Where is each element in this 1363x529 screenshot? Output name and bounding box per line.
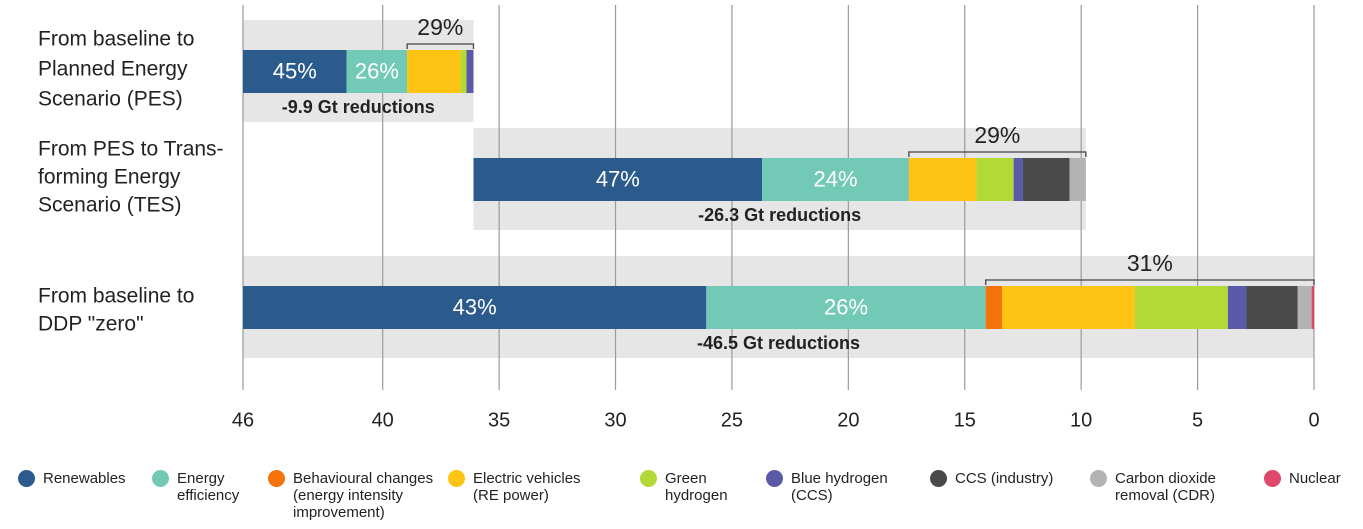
x-tick-label: 46: [232, 409, 254, 431]
legend-item: Nuclear: [1264, 470, 1341, 487]
bar-segment: [346, 50, 408, 93]
bar-segment: [1013, 158, 1023, 201]
legend-swatch: [766, 470, 783, 487]
legend-swatch: [930, 470, 947, 487]
row-label: Planned Energy: [38, 58, 188, 81]
share-label: 43%: [453, 294, 497, 319]
x-tick-label: 20: [837, 409, 859, 431]
bar-segment: [1246, 286, 1298, 329]
bracket-label: 31%: [1127, 250, 1173, 276]
legend-item: Electric vehicles (RE power): [448, 470, 608, 504]
share-label: 26%: [355, 58, 399, 83]
legend-swatch: [1090, 470, 1107, 487]
bar-segment: [1002, 286, 1135, 329]
row-label: From baseline to: [38, 285, 194, 308]
row-label: Scenario (TES): [38, 194, 182, 217]
bar-segment: [908, 158, 977, 201]
legend-swatch: [152, 470, 169, 487]
x-tick-label: 25: [721, 409, 743, 431]
legend-label: Renewables: [43, 470, 126, 487]
bar-segment: [466, 50, 474, 93]
row-label: DDP "zero": [38, 313, 144, 336]
legend-label: Carbon dioxide removal (CDR): [1115, 470, 1216, 504]
bracket: [908, 151, 1087, 157]
row-label: Scenario (PES): [38, 88, 183, 111]
bar-segment: [985, 286, 1003, 329]
x-tick-label: 15: [954, 409, 976, 431]
legend-item: Behavioural changes (energy intensity im…: [268, 470, 478, 521]
bar-segment: [762, 158, 909, 201]
legend-swatch: [448, 470, 465, 487]
legend-item: Green hydrogen: [640, 470, 740, 504]
bar-segment: [473, 158, 763, 201]
bar-segment: [460, 50, 467, 93]
x-tick-label: 40: [372, 409, 394, 431]
total-label: -9.9 Gt reductions: [282, 97, 435, 117]
bar-segment: [1134, 286, 1228, 329]
legend-swatch: [268, 470, 285, 487]
legend-swatch: [18, 470, 35, 487]
bar-segment: [976, 158, 1014, 201]
bar-segment: [1297, 286, 1312, 329]
bracket: [406, 43, 475, 49]
legend-label: Electric vehicles (RE power): [473, 470, 581, 504]
legend-swatch: [1264, 470, 1281, 487]
bracket-label: 29%: [974, 122, 1020, 148]
bracket-label: 29%: [417, 14, 463, 40]
legend-label: Energy efficiency: [177, 470, 240, 504]
total-label: -46.5 Gt reductions: [697, 333, 860, 353]
legend-label: Nuclear: [1289, 470, 1341, 487]
legend-label: Behavioural changes (energy intensity im…: [293, 470, 434, 521]
x-tick-label: 30: [604, 409, 626, 431]
total-label: -26.3 Gt reductions: [698, 205, 861, 225]
x-tick-label: 35: [488, 409, 510, 431]
legend-item: Energy efficiency: [152, 470, 267, 504]
legend-label: CCS (industry): [955, 470, 1054, 487]
bar-segment: [243, 50, 347, 93]
row-label: forming Energy: [38, 166, 181, 189]
legend-label: Blue hydrogen (CCS): [791, 470, 888, 504]
legend-item: Blue hydrogen (CCS): [766, 470, 911, 504]
legend-swatch: [640, 470, 657, 487]
legend-label: Green hydrogen: [665, 470, 728, 504]
bar-segment: [1022, 158, 1070, 201]
share-label: 45%: [273, 58, 317, 83]
bracket: [985, 279, 1315, 285]
row-label: From baseline to: [38, 28, 194, 51]
row-label: From PES to Trans-: [38, 138, 224, 161]
bar-segment: [706, 286, 986, 329]
x-tick-label: 5: [1192, 409, 1203, 431]
bar-segment: [1311, 286, 1314, 329]
share-label: 26%: [824, 294, 868, 319]
legend-item: Carbon dioxide removal (CDR): [1090, 470, 1245, 504]
x-tick-label: 0: [1308, 409, 1319, 431]
bar-segment: [1069, 158, 1086, 201]
bar-segment: [243, 286, 707, 329]
share-label: 24%: [814, 166, 858, 191]
share-label: 47%: [596, 166, 640, 191]
x-tick-label: 10: [1070, 409, 1092, 431]
bar-segment: [407, 50, 461, 93]
legend-item: CCS (industry): [930, 470, 1053, 487]
bar-segment: [1227, 286, 1247, 329]
legend-item: Renewables: [18, 470, 126, 487]
